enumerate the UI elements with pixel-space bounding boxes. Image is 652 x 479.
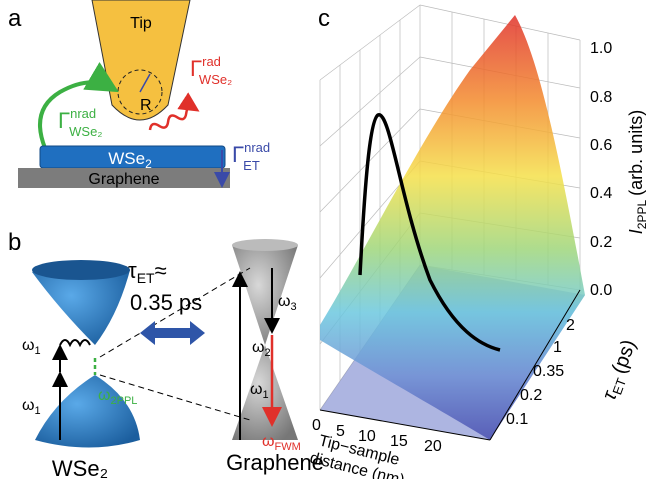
graphene-slab	[18, 168, 230, 188]
tau-label: τET≈	[128, 258, 167, 286]
graphene-name: Graphene	[226, 450, 324, 475]
panel-c: c 0.0 0.2 0.4 0.6 0.8 1.0 I2PPL(arb. uni…	[308, 4, 649, 479]
z-tick-label: 0.8	[590, 89, 612, 106]
surface	[320, 15, 585, 440]
omega2ppl-label: ω2PPL	[98, 387, 137, 407]
guide-line	[99, 267, 251, 358]
panel-label: a	[8, 5, 22, 32]
tau-tick-label: 0.35	[533, 363, 564, 380]
double-arrow	[140, 321, 205, 345]
z-tick-label: 1.0	[590, 40, 612, 57]
panel-label: c	[318, 5, 330, 32]
relax-wiggle	[59, 339, 91, 348]
z-tick-label: 0.6	[590, 137, 612, 154]
tau-tick-label: 1	[553, 339, 562, 356]
graphene-top	[232, 239, 298, 251]
omega1-label: ω1	[22, 337, 41, 357]
rad-wave	[148, 92, 200, 131]
omega1-label: ω1	[22, 397, 41, 417]
slab-label: WSe2	[108, 149, 152, 171]
nrad-rate: Γnrad WSe₂	[58, 106, 102, 139]
panel-a: a Tip R Γrad WSe₂ Γnrad WSe₂ WSe2 Graphene…	[8, 0, 270, 188]
graphene-upper	[232, 245, 298, 345]
panel-b: b ω1 ω1 ω2PPL ω2 ω1 ω3 ωFWM τET≈ 0.35 ps…	[8, 229, 324, 479]
x-tick-label: 15	[390, 433, 408, 450]
tau-value: 0.35 ps	[130, 290, 202, 315]
omega2-label: ω2	[252, 339, 271, 359]
rad-rate: Γrad WSe₂	[190, 54, 232, 87]
guide-line	[99, 374, 251, 421]
et-rate: Γnrad ET	[232, 140, 270, 173]
radius-line	[139, 73, 151, 93]
omega1-label: ω1	[250, 381, 269, 401]
wse2-conduction	[32, 262, 130, 345]
radius-circle	[117, 69, 163, 115]
x-tick-label: 20	[424, 438, 442, 455]
z-axis-label: I2PPL(arb. units)	[626, 110, 649, 234]
x-tick-label: 0	[312, 417, 321, 434]
wse2-name: WSe₂	[52, 456, 108, 479]
tip-label: Tip	[130, 15, 152, 32]
wse2-valence	[35, 375, 140, 448]
z-tick-label: 0.2	[590, 234, 612, 251]
cross-section-curve	[358, 113, 501, 352]
wse2-top	[32, 260, 130, 280]
tau-tick-label: 2	[566, 317, 575, 334]
x-tick-label: 10	[358, 428, 376, 445]
x-axis	[319, 409, 491, 441]
nrad-arrow	[38, 62, 119, 149]
substrate-label: Graphene	[88, 171, 159, 188]
tau-axis-label: τET(ps)	[598, 337, 642, 404]
fwm-label: ωFWM	[262, 433, 301, 453]
tau-tick-label: 0.1	[506, 411, 528, 428]
z-tick-label: 0.4	[590, 185, 612, 202]
x-tick-label: 5	[336, 423, 345, 440]
panel-label: b	[8, 229, 21, 256]
tau-axis	[489, 289, 581, 441]
z-tick-label: 0.0	[590, 282, 612, 299]
omega3-label: ω3	[278, 293, 297, 313]
radius-label: R	[140, 97, 152, 114]
tau-tick-label: 0.2	[520, 387, 542, 404]
